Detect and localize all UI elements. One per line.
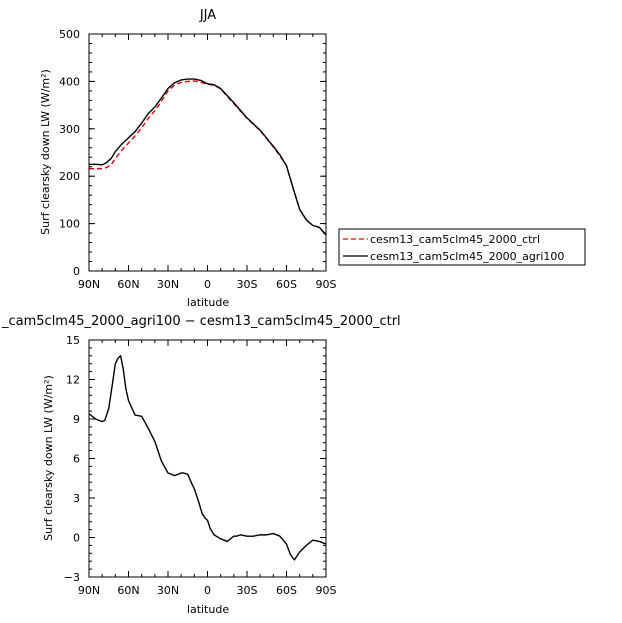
top-y-tick-label: 300 (59, 123, 80, 136)
bottom-ylabel: Surf clearsky down LW (W/m²) (42, 375, 55, 541)
bottom-x-tick-label: 90N (78, 584, 100, 597)
bottom-x-tick-label: 30N (157, 584, 179, 597)
top-y-tick-label: 400 (59, 75, 80, 88)
legend: cesm13_cam5clm45_2000_ctrl cesm13_cam5cl… (338, 228, 586, 266)
top-plot-frame (88, 33, 327, 272)
top-y-tick-label: 500 (59, 28, 80, 41)
bottom-series-lines (88, 355, 327, 561)
bottom-tick-labels: 90N 60N 30N 0 30S 60S 90S −3 0 3 6 9 12 15 (64, 334, 337, 597)
bottom-plot-frame (88, 339, 327, 578)
bottom-plot-title: _cam5clm45_2000_agri100 − cesm13_cam5clm… (1, 314, 401, 329)
top-series-line-cesm13_cam5clm45_2000_ctrl (89, 80, 327, 236)
bottom-y-tick-label: 12 (66, 374, 80, 387)
legend-box (338, 228, 586, 266)
top-x-tick-label: 30S (237, 278, 258, 291)
top-y-tick-label: 100 (59, 218, 80, 231)
top-x-tick-label: 90S (316, 278, 337, 291)
bottom-x-tick-label: 0 (204, 584, 211, 597)
bottom-x-tick-label: 60S (276, 584, 297, 597)
top-panel: JJA Surf clearsky down LW (W/m²) 90N 60N 3… (39, 8, 337, 309)
legend-label-agri100: cesm13_cam5clm45_2000_agri100 (370, 250, 564, 263)
top-tick-labels: 90N 60N 30N 0 30S 60S 90S 0 100 200 300 400 500 (59, 28, 337, 291)
bottom-y-tick-label: 15 (66, 334, 80, 347)
bottom-panel: _cam5clm45_2000_agri100 − cesm13_cam5clm… (1, 314, 401, 616)
bottom-xlabel: latitude (187, 603, 229, 616)
bottom-y-tick-label: 0 (73, 532, 80, 545)
bottom-x-tick-label: 60N (117, 584, 139, 597)
bottom-y-tick-label: 9 (73, 413, 80, 426)
bottom-y-tick-label: −3 (64, 571, 80, 584)
top-y-tick-label: 200 (59, 170, 80, 183)
bottom-y-tick-label: 3 (73, 492, 80, 505)
top-xlabel: latitude (187, 296, 229, 309)
bottom-x-tick-label: 90S (316, 584, 337, 597)
top-ylabel: Surf clearsky down LW (W/m²) (39, 69, 52, 235)
top-x-tick-label: 90N (78, 278, 100, 291)
legend-label-ctrl: cesm13_cam5clm45_2000_ctrl (370, 233, 540, 246)
bottom-y-tick-label: 6 (73, 453, 80, 466)
top-y-tick-label: 0 (73, 265, 80, 278)
top-series-lines (89, 78, 327, 236)
top-x-tick-label: 0 (204, 278, 211, 291)
top-x-tick-label: 60N (117, 278, 139, 291)
bottom-x-tick-label: 30S (237, 584, 258, 597)
top-ticks (88, 33, 327, 272)
top-plot-title: JJA (199, 8, 216, 23)
top-x-tick-label: 30N (157, 278, 179, 291)
top-series-line-cesm13_cam5clm45_2000_agri100 (89, 78, 327, 236)
top-x-tick-label: 60S (276, 278, 297, 291)
bottom-series-line-difference (88, 355, 327, 561)
